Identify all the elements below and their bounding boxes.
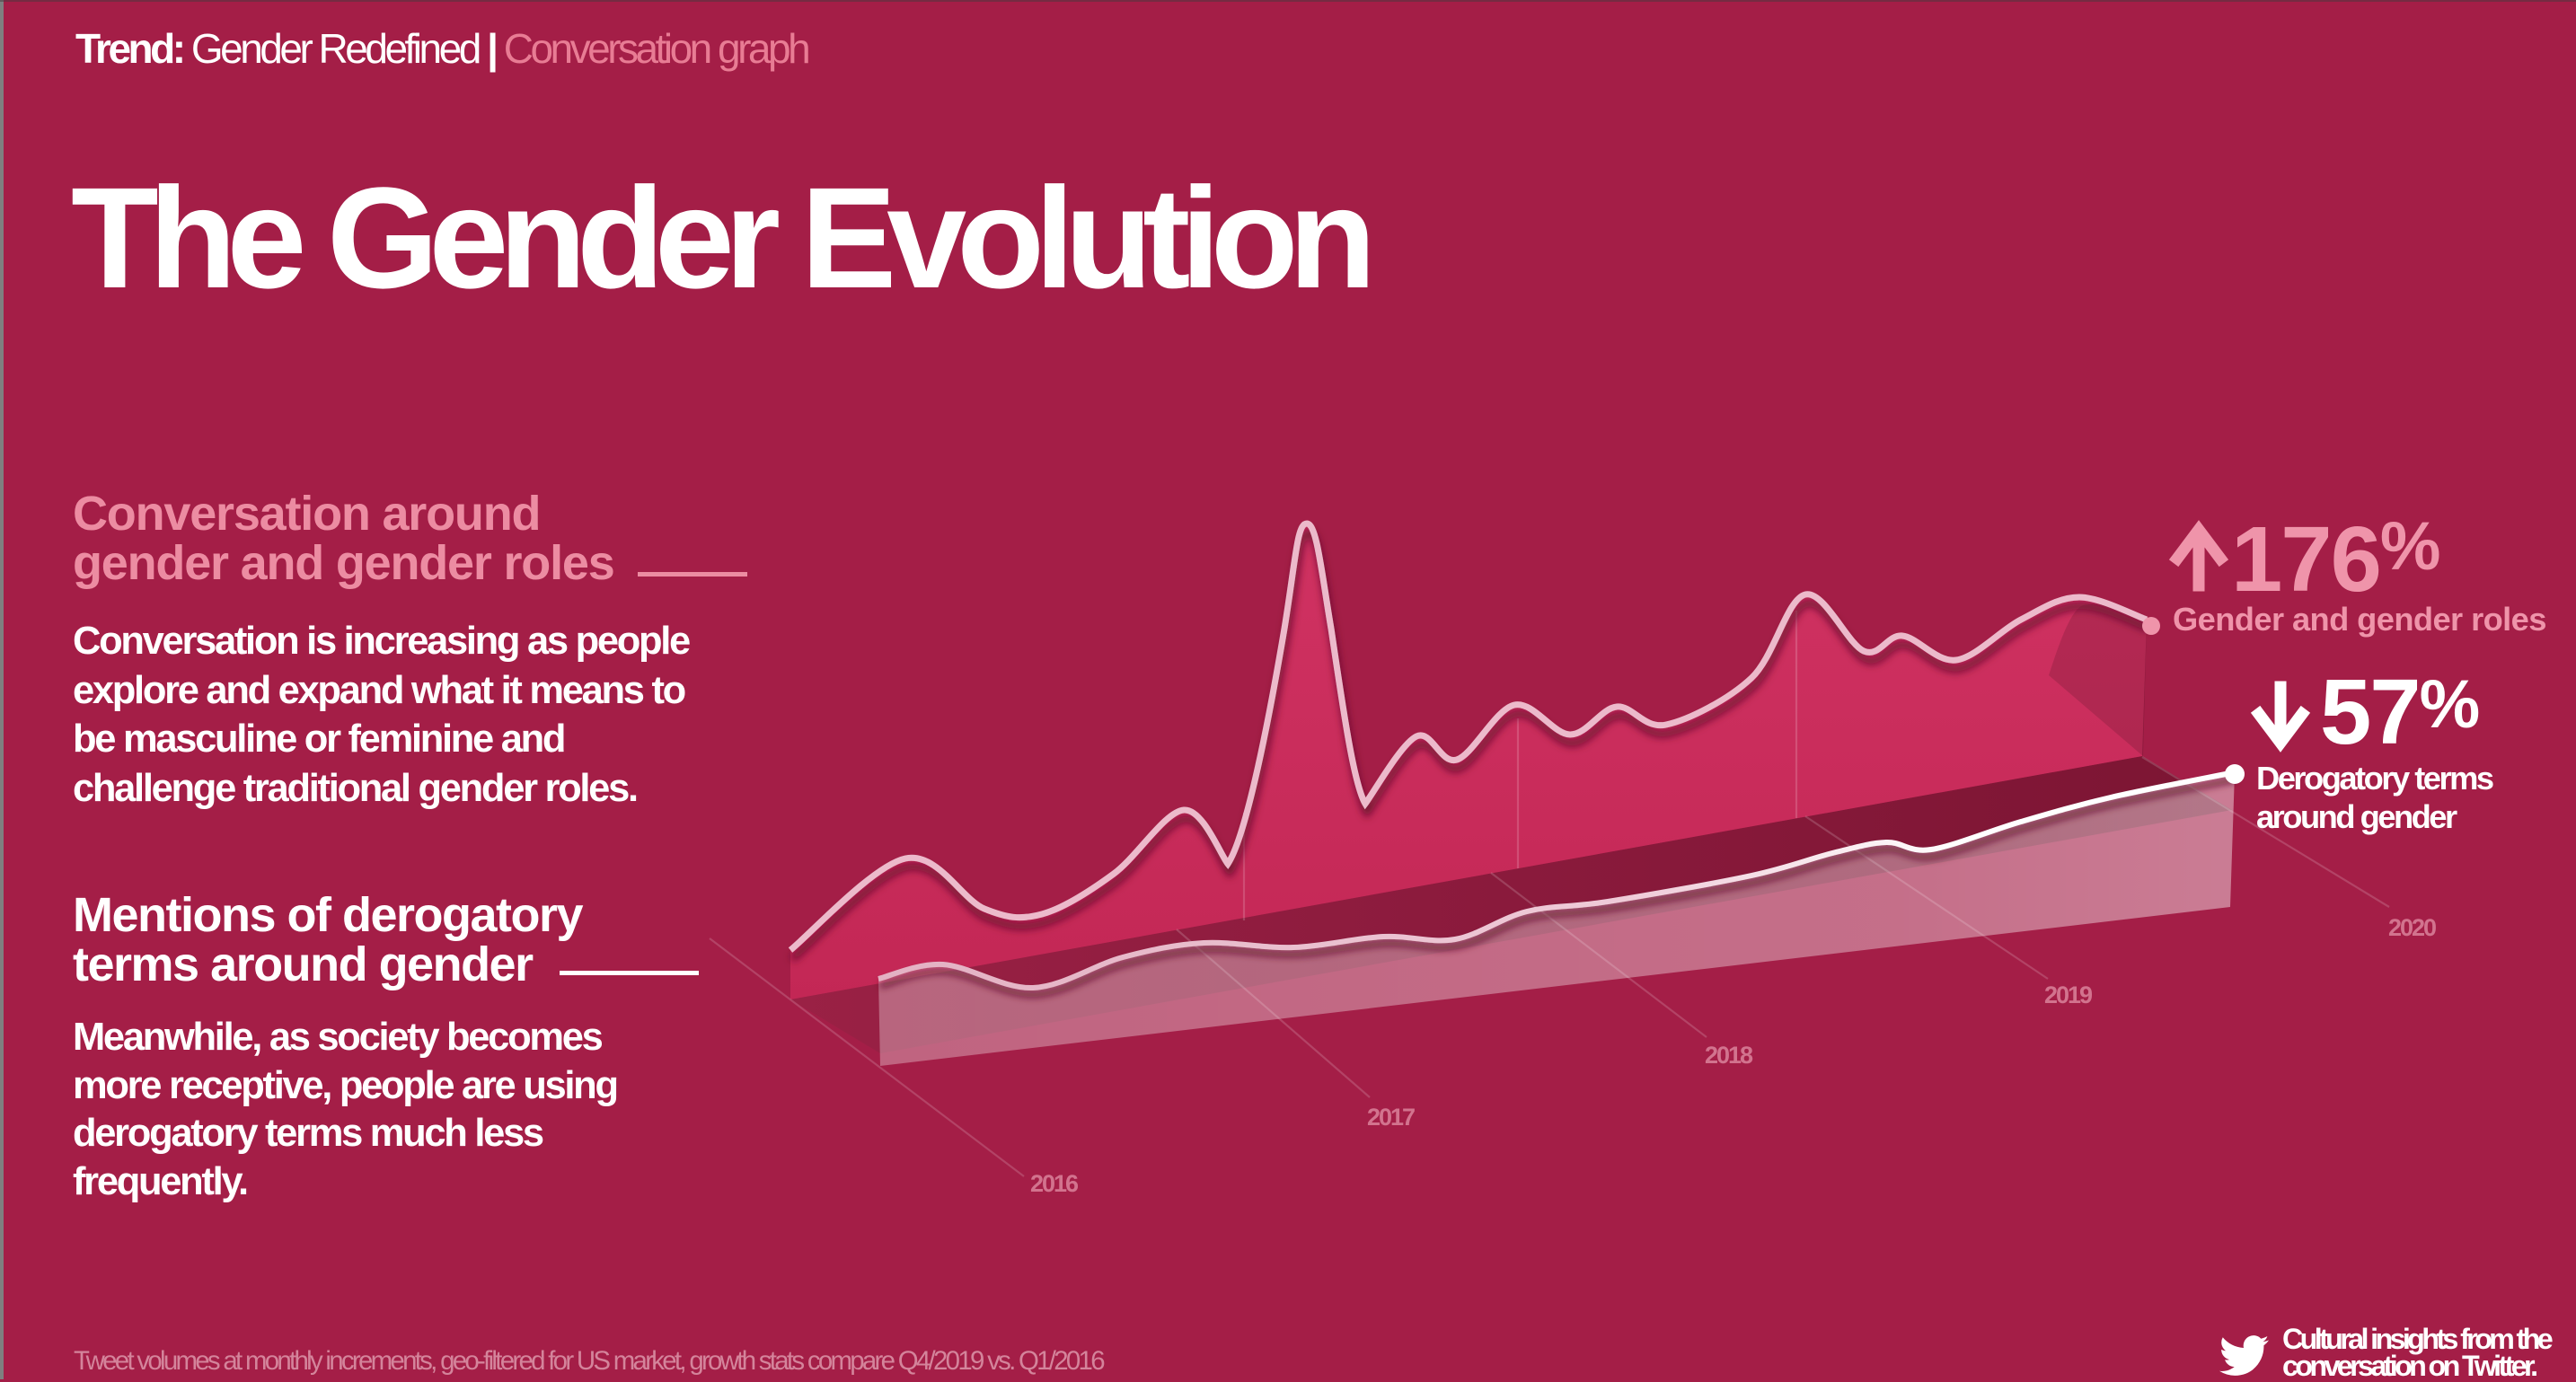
svg-text:2020: 2020 xyxy=(2388,914,2436,941)
svg-text:2016: 2016 xyxy=(1030,1170,1079,1197)
svg-text:2019: 2019 xyxy=(2044,981,2093,1008)
svg-text:2017: 2017 xyxy=(1367,1104,1415,1131)
svg-text:2018: 2018 xyxy=(1705,1042,1753,1069)
